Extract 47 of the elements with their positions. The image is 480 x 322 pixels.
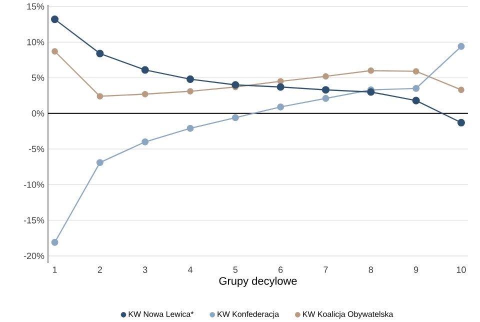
y-tick-label: 15% bbox=[27, 3, 44, 10]
point bbox=[232, 114, 239, 121]
x-tick-label: 5 bbox=[233, 266, 238, 273]
point bbox=[186, 75, 194, 83]
x-tick-label: 9 bbox=[414, 266, 418, 273]
x-axis-title: Grupy decylowe bbox=[219, 276, 297, 287]
point bbox=[52, 48, 58, 54]
point bbox=[96, 92, 104, 100]
x-tick-label: 7 bbox=[324, 266, 328, 273]
point bbox=[412, 68, 420, 74]
y-tick-label: 10% bbox=[27, 38, 44, 46]
x-tick-label: 3 bbox=[142, 266, 148, 273]
point bbox=[412, 84, 420, 92]
point bbox=[141, 66, 149, 74]
point bbox=[186, 124, 194, 132]
x-tick-label: 10 bbox=[456, 266, 466, 273]
point bbox=[368, 67, 374, 74]
point bbox=[458, 86, 464, 93]
point bbox=[457, 118, 465, 126]
x-tick-label: 4 bbox=[188, 266, 192, 273]
y-tick-label: -15% bbox=[24, 216, 44, 224]
point bbox=[232, 80, 240, 88]
x-tick-label: 6 bbox=[278, 266, 283, 273]
point bbox=[50, 15, 59, 23]
point bbox=[367, 88, 375, 96]
point bbox=[322, 72, 329, 80]
point bbox=[142, 138, 149, 146]
point bbox=[277, 78, 284, 84]
point bbox=[51, 238, 58, 246]
point bbox=[412, 96, 420, 104]
point bbox=[187, 88, 194, 94]
point bbox=[277, 103, 284, 110]
y-tick-label: 0% bbox=[32, 110, 44, 116]
y-tick-label: -20% bbox=[24, 252, 44, 259]
y-tick-label: -10% bbox=[24, 181, 44, 188]
y-tick-label: -5% bbox=[28, 146, 44, 152]
point bbox=[322, 94, 330, 102]
point bbox=[96, 50, 104, 58]
x-tick-label: 8 bbox=[368, 266, 373, 273]
y-tick-label: 5% bbox=[32, 74, 44, 81]
point bbox=[96, 158, 104, 166]
point bbox=[276, 83, 284, 91]
point bbox=[142, 90, 148, 98]
x-tick-label: 1 bbox=[52, 266, 57, 273]
point bbox=[458, 42, 465, 50]
point bbox=[322, 86, 330, 94]
x-tick-label: 2 bbox=[98, 266, 102, 273]
